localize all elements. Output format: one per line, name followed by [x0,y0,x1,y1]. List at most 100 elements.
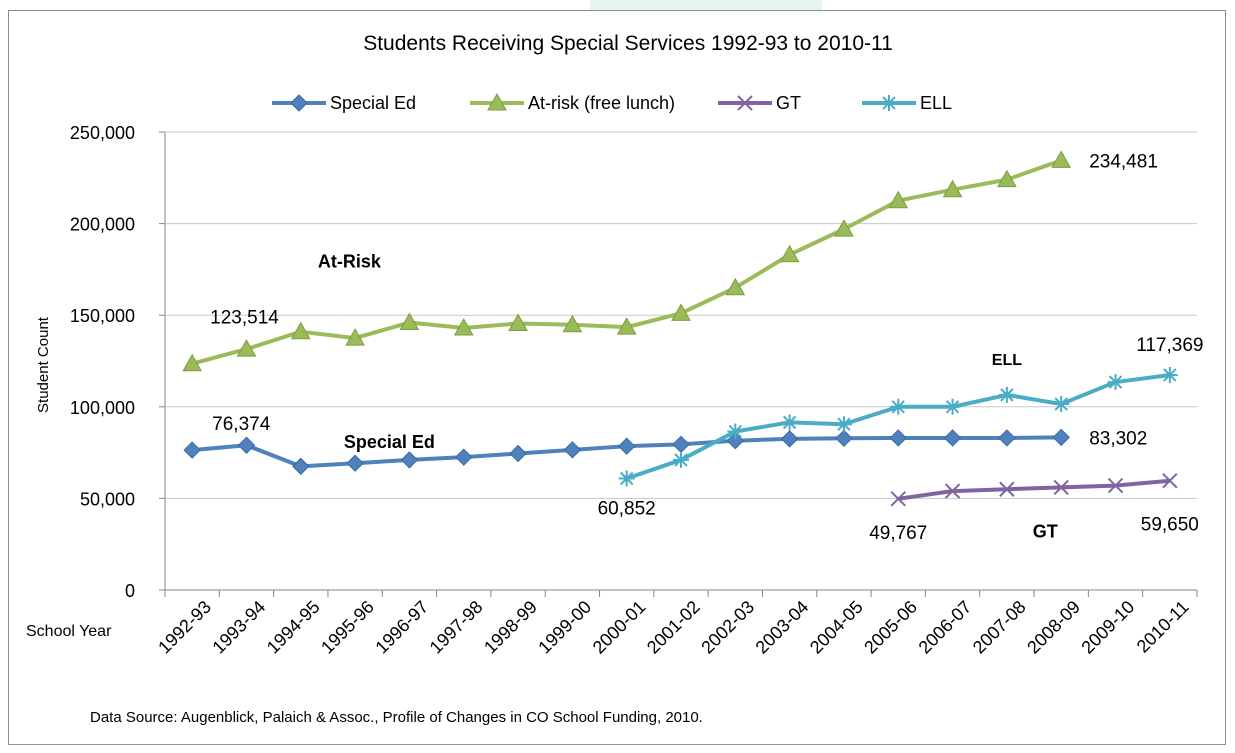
data-point [890,398,907,415]
data-point [998,386,1015,403]
data-point [1052,428,1070,447]
data-point [779,244,800,263]
data-point [942,179,963,198]
data-label: 123,514 [210,308,279,329]
data-point [672,435,690,454]
x-tick-label: 1999-00 [534,597,595,658]
data-label: 60,852 [598,499,656,520]
chart-title: Students Receiving Special Services 1992… [363,32,893,55]
legend-label: ELL [920,93,952,113]
data-point [617,437,636,455]
x-tick-label: 1993-94 [208,597,269,658]
y-axis-title: Student Count [35,316,52,413]
data-point [292,457,310,476]
series-group [182,150,1178,507]
data-point [997,169,1017,188]
legend-label: Special Ed [330,93,416,113]
x-axis-ticks: 1992-931993-941994-951995-961996-971997-… [154,590,1198,658]
data-label: 49,767 [869,523,927,544]
legend-marker [487,92,507,111]
data-point [453,318,474,336]
data-point [727,423,744,440]
x-tick-label: 2001-02 [643,597,704,658]
series-name-label: ELL [992,352,1022,369]
data-point [1051,150,1072,168]
data-point [834,219,854,237]
data-point [943,429,962,447]
series-line-ell [626,372,1171,481]
data-point [236,339,257,357]
legend: Special Ed At-risk (free lunch) GT ELL [272,92,952,113]
y-tick-label: 0 [125,581,135,601]
x-tick-label: 2006-07 [915,597,976,658]
y-tick-label: 100,000 [70,398,135,418]
series-name-label: At-Risk [318,252,382,272]
data-point [889,429,907,447]
data-label: 83,302 [1089,428,1147,449]
data-point [618,470,635,487]
series-name-label: Special Ed [344,432,435,452]
y-axis-ticks: 0 50,000 100,000 150,000 200,000 250,000 [70,123,165,601]
legend-entry-ell: ELL [862,93,952,113]
x-tick-label: 1995-96 [317,597,378,658]
x-tick-label: 1994-95 [263,597,324,658]
x-tick-label: 2008-09 [1023,597,1084,658]
data-point [944,398,961,415]
x-axis-title: School Year [26,623,112,640]
legend-marker [290,94,308,112]
data-point [671,303,691,321]
data-point [509,444,527,463]
legend-marker [881,95,897,111]
data-point [400,451,419,469]
legend-marker [737,95,753,111]
x-tick-label: 2004-05 [806,597,867,658]
data-point [1107,374,1124,391]
data-point [835,429,853,448]
data-point [673,451,689,468]
top-strip [590,0,822,10]
data-label: 117,369 [1136,335,1203,356]
data-label: 59,650 [1141,515,1199,536]
data-point [780,430,799,448]
data-point [781,414,798,431]
x-tick-label: 2000-01 [589,597,650,658]
data-point [1053,479,1069,496]
data-point [183,441,201,459]
y-tick-label: 50,000 [80,489,135,509]
y-tick-label: 150,000 [70,306,135,326]
x-tick-label: 2003-04 [752,597,813,658]
data-point [455,448,473,466]
y-tick-label: 250,000 [70,123,135,143]
data-point [1162,473,1178,489]
data-point [725,277,746,296]
data-point [237,436,256,454]
chart-frame [8,10,1226,745]
data-label: 76,374 [212,414,271,435]
data-point [345,328,365,346]
data-point [346,454,364,472]
x-tick-label: 1998-99 [480,597,541,658]
x-tick-label: 2009-10 [1077,597,1138,658]
data-point [944,483,961,499]
x-tick-label: 2007-08 [969,597,1030,658]
x-tick-label: 1992-93 [154,597,215,658]
data-point [890,491,906,507]
y-tick-label: 200,000 [70,215,135,235]
gridlines [165,131,1197,591]
series-special-ed [183,428,1070,476]
data-point [508,313,528,331]
data-point [1053,396,1070,413]
data-point [1107,477,1124,494]
legend-entry-gt: GT [718,93,801,113]
legend-label: At-risk (free lunch) [528,93,675,113]
series-ell [618,366,1178,487]
data-point [999,481,1015,497]
x-tick-label: 2002-03 [697,597,758,658]
data-point [562,314,583,333]
data-point [835,416,852,433]
x-tick-label: 2005-06 [860,597,921,658]
data-source-note: Data Source: Augenblick, Palaich & Assoc… [90,709,703,726]
series-name-label: GT [1033,521,1058,541]
legend-entry-special-ed: Special Ed [272,93,416,113]
data-point [616,317,637,335]
